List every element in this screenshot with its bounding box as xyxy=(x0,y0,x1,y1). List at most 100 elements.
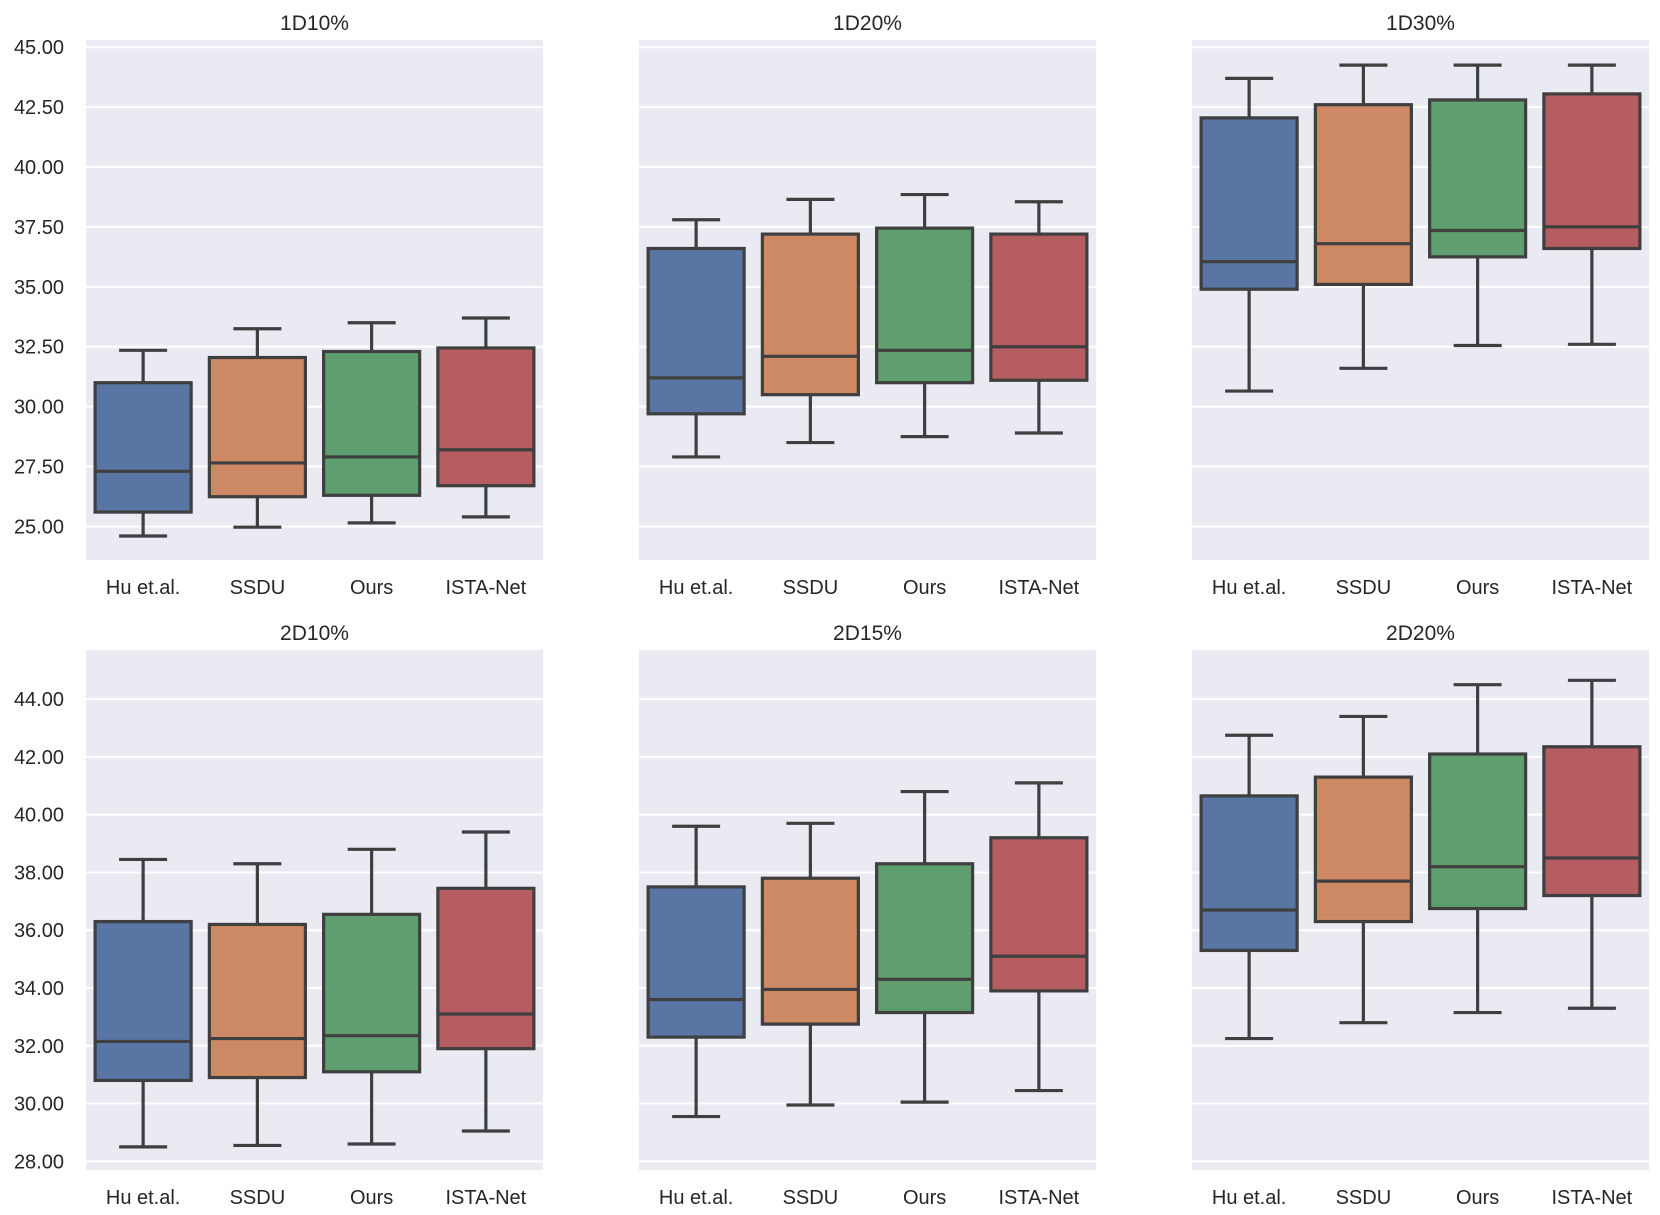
box-2 xyxy=(875,789,975,1104)
x-category-label: SSDU xyxy=(1336,577,1392,599)
boxplot-panel: 2D20% Hu et.al. SSDU Ours ISTA-Net xyxy=(1192,622,1649,1209)
panel-title: 2D20% xyxy=(1386,622,1455,645)
iqr-box xyxy=(436,886,536,1051)
iqr-box xyxy=(875,862,975,1015)
y-tick-label: 40.00 xyxy=(14,805,64,827)
y-tick-label: 30.00 xyxy=(14,1094,64,1116)
y-tick-label: 38.00 xyxy=(14,862,64,884)
iqr-box xyxy=(646,885,746,1039)
box-3 xyxy=(989,200,1089,435)
box-2 xyxy=(322,321,422,525)
iqr-box xyxy=(875,226,975,385)
y-tick-label: 37.50 xyxy=(14,217,64,239)
box-1 xyxy=(760,197,860,445)
boxplot-panel: 2D15% Hu et.al. SSDU Ours ISTA-Net xyxy=(639,622,1096,1209)
box-3 xyxy=(1542,63,1642,346)
x-category-label: Hu et.al. xyxy=(659,577,733,599)
panel-title: 2D10% xyxy=(280,622,349,645)
y-tick-label: 42.00 xyxy=(14,747,64,769)
box-3 xyxy=(1542,678,1642,1010)
y-tick-label: 32.50 xyxy=(14,337,64,359)
x-category-label: Ours xyxy=(350,1187,393,1209)
y-tick-label: 32.00 xyxy=(14,1036,64,1058)
iqr-box xyxy=(93,919,193,1083)
iqr-box xyxy=(1542,745,1642,898)
iqr-box xyxy=(93,381,193,514)
y-tick-label: 42.50 xyxy=(14,97,64,119)
y-tick-label: 25.00 xyxy=(14,516,64,538)
box-3 xyxy=(989,781,1089,1093)
x-category-label: Hu et.al. xyxy=(659,1187,733,1209)
panel-title: 1D30% xyxy=(1386,12,1455,35)
y-tick-label: 45.00 xyxy=(14,37,64,59)
iqr-box xyxy=(1313,103,1413,287)
x-category-label: SSDU xyxy=(1336,1187,1392,1209)
x-category-label: SSDU xyxy=(783,577,839,599)
boxplot-panel: 1D30% Hu et.al. SSDU Ours ISTA-Net xyxy=(1192,12,1649,599)
x-category-label: ISTA-Net xyxy=(445,577,526,599)
box-0 xyxy=(1199,76,1299,393)
iqr-box xyxy=(207,922,307,1080)
y-tick-label: 28.00 xyxy=(14,1151,64,1173)
iqr-box xyxy=(322,912,422,1074)
box-1 xyxy=(1313,714,1413,1025)
x-category-label: ISTA-Net xyxy=(1551,1187,1632,1209)
box-2 xyxy=(1428,63,1528,348)
box-2 xyxy=(875,192,975,439)
box-3 xyxy=(436,316,536,519)
box-0 xyxy=(1199,733,1299,1041)
x-category-label: Ours xyxy=(1456,1187,1499,1209)
x-category-label: SSDU xyxy=(230,1187,286,1209)
iqr-box xyxy=(1428,98,1528,259)
x-category-label: Ours xyxy=(903,1187,946,1209)
panel-title: 1D10% xyxy=(280,12,349,35)
boxplot-panel: 25.00 27.50 30.00 32.50 35.00 37.50 40.00 42.50… xyxy=(14,12,543,599)
x-category-label: ISTA-Net xyxy=(1551,577,1632,599)
box-1 xyxy=(207,327,307,529)
y-tick-label: 27.50 xyxy=(14,457,64,479)
x-category-label: ISTA-Net xyxy=(998,1187,1079,1209)
box-1 xyxy=(1313,63,1413,370)
panel-title: 1D20% xyxy=(833,12,902,35)
iqr-box xyxy=(1542,92,1642,251)
box-1 xyxy=(207,862,307,1148)
iqr-box xyxy=(322,349,422,497)
iqr-box xyxy=(1199,794,1299,953)
box-0 xyxy=(93,348,193,538)
iqr-box xyxy=(1428,752,1528,911)
y-tick-label: 30.00 xyxy=(14,397,64,419)
x-category-label: SSDU xyxy=(783,1187,839,1209)
box-1 xyxy=(760,821,860,1107)
box-2 xyxy=(1428,683,1528,1015)
iqr-box xyxy=(760,232,860,397)
iqr-box xyxy=(989,232,1089,382)
x-category-label: Hu et.al. xyxy=(1212,577,1286,599)
x-category-label: SSDU xyxy=(230,577,286,599)
y-tick-label: 35.00 xyxy=(14,277,64,299)
iqr-box xyxy=(436,346,536,488)
iqr-box xyxy=(1313,775,1413,924)
x-category-label: Hu et.al. xyxy=(106,577,180,599)
iqr-box xyxy=(1199,116,1299,291)
box-2 xyxy=(322,847,422,1146)
x-category-label: ISTA-Net xyxy=(998,577,1079,599)
y-tick-label: 44.00 xyxy=(14,689,64,711)
box-0 xyxy=(646,218,746,459)
x-category-label: Ours xyxy=(903,577,946,599)
iqr-box xyxy=(207,355,307,499)
iqr-box xyxy=(989,836,1089,993)
boxplot-panel: 1D20% Hu et.al. SSDU Ours ISTA-Net xyxy=(639,12,1096,599)
y-tick-label: 40.00 xyxy=(14,157,64,179)
x-category-label: Hu et.al. xyxy=(106,1187,180,1209)
iqr-box xyxy=(760,876,860,1026)
x-category-label: Ours xyxy=(350,577,393,599)
box-0 xyxy=(93,857,193,1149)
boxplot-panel: 28.00 30.00 32.00 34.00 36.00 38.00 40.00 42.00… xyxy=(14,622,543,1209)
box-0 xyxy=(646,824,746,1119)
x-category-label: Hu et.al. xyxy=(1212,1187,1286,1209)
iqr-box xyxy=(646,246,746,416)
y-tick-label: 36.00 xyxy=(14,920,64,942)
y-tick-label: 34.00 xyxy=(14,978,64,1000)
x-category-label: ISTA-Net xyxy=(445,1187,526,1209)
